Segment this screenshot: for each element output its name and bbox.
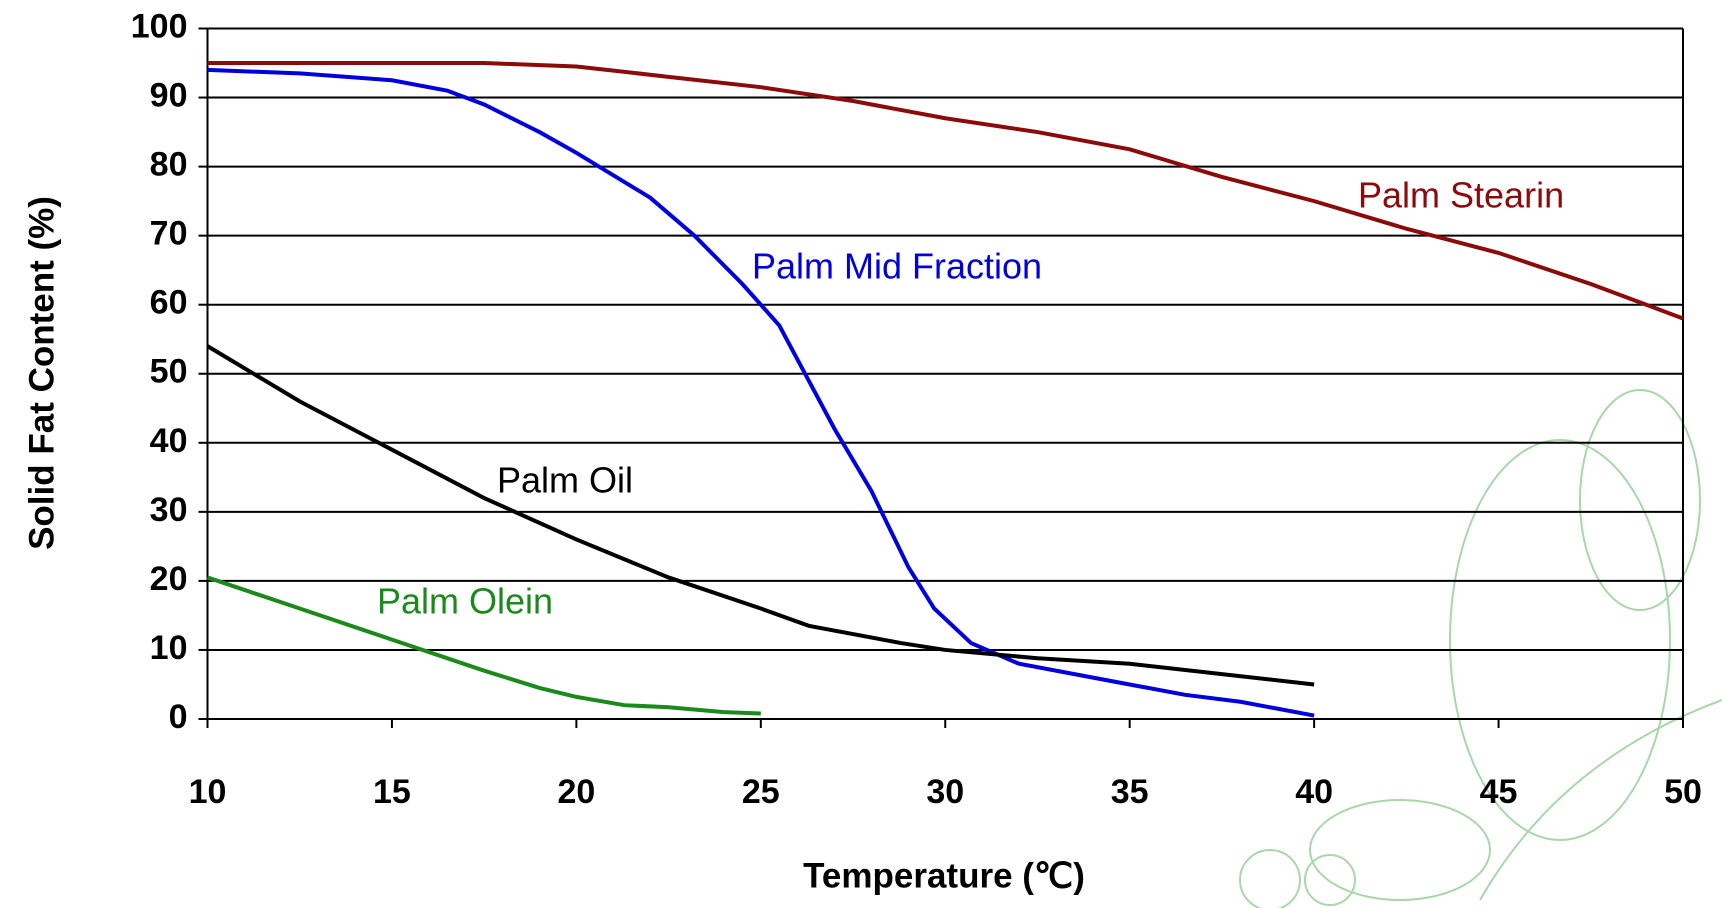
x-tick-label: 30 <box>926 773 964 811</box>
series-label: Palm Oil <box>497 460 633 501</box>
x-axis-title: Temperature (℃) <box>803 856 1085 895</box>
x-tick-label: 15 <box>373 773 411 811</box>
y-tick-label: 0 <box>169 698 188 736</box>
y-tick-label: 80 <box>150 146 188 184</box>
x-tick-label: 10 <box>189 773 227 811</box>
series-label: Palm Mid Fraction <box>752 246 1042 287</box>
series-label: Palm Stearin <box>1358 175 1564 216</box>
y-tick-label: 70 <box>150 215 188 253</box>
y-tick-label: 50 <box>150 353 188 391</box>
y-tick-label: 90 <box>150 77 188 115</box>
y-tick-label: 100 <box>131 7 188 45</box>
chart: Temperature (℃) Solid Fat Content (%) 01… <box>0 0 1722 908</box>
y-axis-title: Solid Fat Content (%) <box>22 196 61 550</box>
x-tick-label: 25 <box>742 773 780 811</box>
x-tick-label: 35 <box>1111 773 1149 811</box>
y-tick-label: 10 <box>150 629 188 667</box>
y-tick-label: 40 <box>150 422 188 460</box>
x-tick-label: 50 <box>1664 773 1702 811</box>
y-tick-label: 20 <box>150 560 188 598</box>
x-tick-label: 45 <box>1480 773 1518 811</box>
x-tick-label: 20 <box>557 773 595 811</box>
x-tick-label: 40 <box>1295 773 1333 811</box>
series-label: Palm Olein <box>377 581 553 622</box>
y-tick-label: 60 <box>150 284 188 322</box>
y-tick-label: 30 <box>150 491 188 529</box>
